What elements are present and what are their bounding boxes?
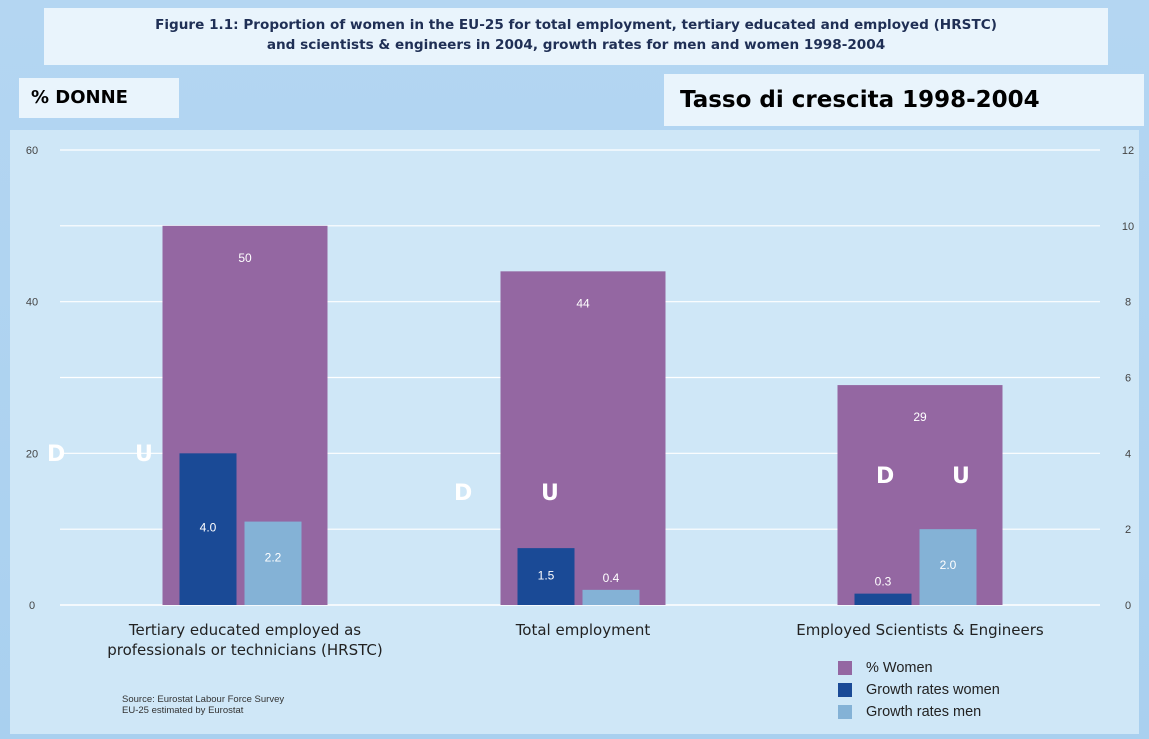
y-right-tick-label: 10: [1122, 221, 1134, 233]
legend-label: Growth rates women: [866, 682, 1000, 698]
data-label-women-pct: 44: [576, 296, 590, 310]
left-axis-overlay-label: % DONNE: [19, 78, 179, 118]
x-category-label: Total employment: [515, 621, 651, 639]
marker-u-1: U: [135, 442, 153, 467]
bar-growth-men: [919, 529, 977, 605]
bar-growth-women: [517, 548, 575, 605]
chart-title-line-2: and scientists & engineers in 2004, grow…: [266, 37, 886, 53]
data-label-growth-men: 2.0: [940, 558, 957, 572]
marker-u-3: U: [952, 464, 970, 489]
bar-growth-women: [179, 453, 237, 605]
y-left-tick-label: 60: [26, 145, 38, 157]
y-left-tick-label: 40: [26, 297, 38, 309]
data-label-growth-women: 1.5: [538, 568, 555, 582]
y-right-tick-label: 2: [1125, 524, 1131, 536]
legend-swatch-growth-women: [838, 683, 852, 697]
y-left-tick-label: 0: [29, 600, 35, 612]
legend-item-women-pct: % Women: [838, 658, 1000, 678]
source-note: Source: Eurostat Labour Force Survey EU-…: [122, 694, 284, 716]
marker-d-1: D: [47, 442, 66, 467]
marker-u-2: U: [541, 481, 559, 506]
data-label-women-pct: 50: [238, 251, 252, 265]
bar-growth-women: [854, 593, 912, 605]
marker-d-2: D: [454, 481, 473, 506]
data-label-women-pct: 29: [913, 410, 927, 424]
data-label-growth-men: 2.2: [265, 551, 282, 565]
marker-d-3: D: [876, 464, 895, 489]
legend-label: % Women: [866, 660, 933, 676]
legend-item-growth-women: Growth rates women: [838, 680, 1000, 700]
x-category-label: Tertiary educated employed as: [128, 621, 361, 639]
legend-label: Growth rates men: [866, 704, 982, 720]
legend-item-growth-men: Growth rates men: [838, 702, 1000, 722]
y-right-tick-label: 8: [1125, 297, 1131, 309]
x-category-label: professionals or technicians (HRSTC): [107, 641, 383, 659]
x-category-label: Employed Scientists & Engineers: [796, 621, 1044, 639]
y-right-tick-label: 4: [1125, 448, 1131, 460]
source-line-1: Source: Eurostat Labour Force Survey: [122, 694, 285, 705]
y-right-tick-label: 6: [1125, 373, 1131, 385]
legend-swatch-growth-men: [838, 705, 852, 719]
y-right-tick-label: 12: [1122, 145, 1134, 157]
right-axis-overlay-label: Tasso di crescita 1998-2004: [664, 74, 1144, 126]
data-label-growth-men: 0.4: [603, 571, 620, 585]
bar-growth-men: [582, 589, 640, 605]
chart-title-line-1: Figure 1.1: Proportion of women in the E…: [155, 17, 997, 33]
bar-growth-men: [244, 521, 302, 605]
y-left-tick-label: 20: [26, 448, 38, 460]
legend-swatch-women-pct: [838, 661, 852, 675]
data-label-growth-women: 4.0: [200, 520, 217, 534]
data-label-growth-women: 0.3: [875, 575, 892, 589]
source-line-2: EU-25 estimated by Eurostat: [122, 705, 244, 716]
y-right-tick-label: 0: [1125, 600, 1131, 612]
chart-legend: % Women Growth rates women Growth rates …: [838, 658, 1000, 724]
chart-title-box: Figure 1.1: Proportion of women in the E…: [44, 8, 1108, 65]
